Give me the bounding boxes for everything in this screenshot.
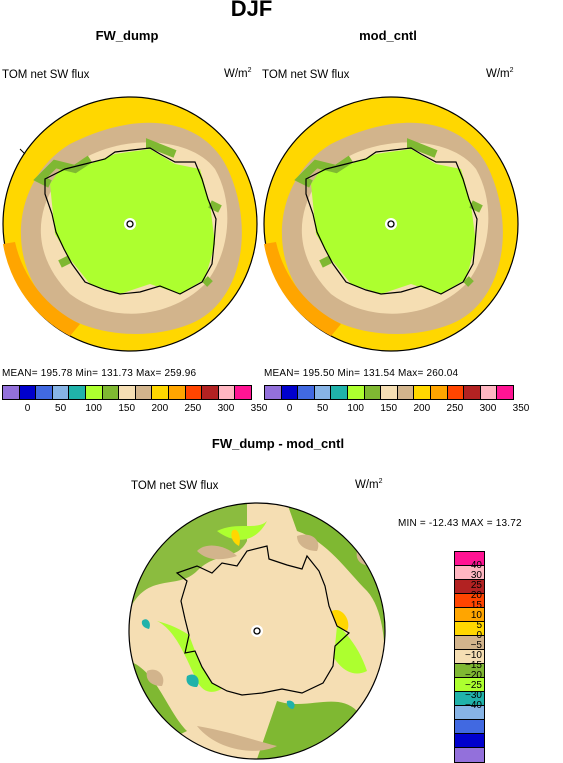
colorbar-tick-label: 250: [446, 403, 464, 414]
diff-panel-title: FW_dump - mod_cntl: [211, 436, 345, 451]
colorbar-tick-label: 200: [151, 403, 169, 414]
panel-1-title: FW_dump: [95, 28, 159, 43]
colorbar-tick-label: 40: [470, 560, 482, 571]
colorbar-swatch: [202, 386, 219, 399]
colorbar-swatch: [19, 386, 37, 399]
colorbar-tick-label: −30: [465, 690, 482, 701]
colorbar-swatch: [455, 748, 484, 762]
colorbar-swatch: [455, 608, 484, 622]
colorbar-tick-label: 10: [470, 610, 482, 621]
colorbar-swatch: [455, 664, 484, 678]
colorbar-tick-label: 5: [476, 620, 482, 631]
colorbar-swatch: [119, 386, 136, 399]
colorbar-swatch: [281, 386, 299, 399]
colorbar-swatch: [218, 386, 236, 399]
colorbar-swatch: [455, 580, 484, 594]
colorbar-swatch: [85, 386, 103, 399]
colorbar-tick-label: 350: [250, 403, 268, 414]
panel-2-field-label: TOM net SW flux: [262, 69, 350, 81]
colorbar-tick-label: 100: [85, 403, 102, 414]
panel-2-colorbar: [264, 385, 514, 400]
colorbar-tick-label: 25: [470, 580, 482, 591]
colorbar-swatch: [397, 386, 415, 399]
colorbar-tick-label: −5: [470, 640, 482, 651]
diff-panel-field-label: TOM net SW flux: [131, 480, 219, 492]
colorbar-swatch: [331, 386, 348, 399]
panel-2-stats: MEAN= 195.50 Min= 131.54 Max= 260.04: [264, 368, 459, 379]
colorbar-swatch: [135, 386, 153, 399]
panel-2-title: mod_cntl: [359, 28, 417, 43]
colorbar-tick-label: 0: [24, 403, 31, 414]
colorbar-swatch: [455, 594, 484, 608]
colorbar-tick-label: −40: [465, 700, 482, 711]
colorbar-swatch: [455, 552, 484, 566]
colorbar-swatch: [364, 386, 382, 399]
colorbar-tick-label: 300: [479, 403, 497, 414]
colorbar-tick-label: 150: [380, 403, 398, 414]
colorbar-tick-label: 300: [217, 403, 235, 414]
colorbar-tick-label: −10: [465, 650, 482, 661]
colorbar-tick-label: 30: [470, 570, 482, 581]
colorbar-swatch: [168, 386, 186, 399]
colorbar-swatch: [381, 386, 398, 399]
colorbar-tick-label: 0: [476, 630, 482, 641]
colorbar-tick-label: 150: [118, 403, 136, 414]
colorbar-swatch: [152, 386, 169, 399]
panel-2-colorbar-ticks: 0 50 100 150 200 250 300 350: [264, 403, 530, 415]
colorbar-swatch: [455, 678, 484, 692]
colorbar-tick-label: 50: [317, 403, 329, 414]
colorbar-swatch: [102, 386, 120, 399]
colorbar-swatch: [347, 386, 365, 399]
colorbar-tick-label: −25: [465, 680, 482, 691]
colorbar-swatch: [69, 386, 86, 399]
colorbar-swatch: [265, 386, 282, 399]
colorbar-swatch: [455, 650, 484, 664]
colorbar-swatch: [185, 386, 203, 399]
diff-panel-polar-map: [128, 502, 386, 760]
page-title: DJF: [230, 0, 273, 21]
colorbar-tick-label: 50: [55, 403, 67, 414]
colorbar-swatch: [3, 386, 20, 399]
colorbar-swatch: [455, 692, 484, 706]
diff-panel-stats: MIN = -12.43 MAX = 13.72: [398, 518, 522, 529]
panel-2-polar-map: [263, 96, 519, 352]
colorbar-tick-label: 200: [413, 403, 431, 414]
colorbar-swatch: [464, 386, 481, 399]
panel-1-colorbar-ticks: 0 50 100 150 200 250 300 350: [2, 403, 268, 415]
colorbar-swatch: [455, 622, 484, 636]
colorbar-tick-label: 100: [347, 403, 364, 414]
colorbar-tick-label: −15: [465, 660, 482, 671]
colorbar-swatch: [430, 386, 448, 399]
diff-colorbar: [454, 551, 485, 763]
colorbar-swatch: [455, 636, 484, 650]
colorbar-swatch: [455, 706, 484, 720]
colorbar-swatch: [497, 386, 513, 399]
panel-1-stats: MEAN= 195.78 Min= 131.73 Max= 259.96: [2, 368, 197, 379]
panel-1-field-label: TOM net SW flux: [2, 69, 90, 81]
panel-1-polar-map: [2, 96, 258, 352]
colorbar-tick-label: 250: [184, 403, 202, 414]
panel-1-colorbar: [2, 385, 252, 400]
colorbar-swatch: [235, 386, 251, 399]
colorbar-swatch: [52, 386, 70, 399]
colorbar-swatch: [414, 386, 431, 399]
panel-1-units: W/m2: [224, 67, 252, 80]
colorbar-swatch: [314, 386, 332, 399]
colorbar-swatch: [36, 386, 53, 399]
colorbar-tick-label: 15: [470, 600, 482, 611]
diff-panel-units: W/m2: [355, 478, 383, 491]
panel-2-units: W/m2: [486, 67, 514, 80]
colorbar-swatch: [480, 386, 498, 399]
colorbar-swatch: [455, 566, 484, 580]
colorbar-swatch: [298, 386, 315, 399]
colorbar-tick-label: 0: [286, 403, 293, 414]
colorbar-swatch: [447, 386, 465, 399]
colorbar-tick-label: −20: [465, 670, 482, 681]
colorbar-swatch: [455, 720, 484, 734]
colorbar-tick-label: 350: [512, 403, 530, 414]
colorbar-tick-label: 20: [470, 590, 482, 601]
colorbar-swatch: [455, 734, 484, 748]
